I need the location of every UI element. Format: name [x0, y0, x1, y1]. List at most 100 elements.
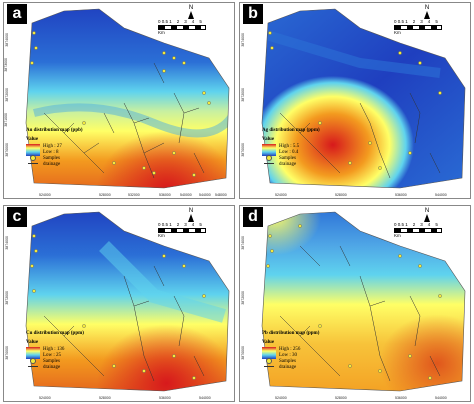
sample-points — [30, 234, 206, 380]
drainage-symbol-icon — [264, 163, 274, 165]
x-coordinate: 524000 — [39, 193, 51, 197]
legend-drainage: drainage — [279, 162, 297, 167]
color-ramp — [26, 144, 40, 156]
legend-value-label: Value — [26, 137, 39, 142]
legend-drainage: drainage — [279, 365, 297, 370]
scale-tick: 0 0.5 1 — [158, 19, 172, 24]
legend-high: High : 136 — [43, 347, 65, 352]
north-arrow: N — [424, 5, 430, 19]
panel-label: d — [243, 207, 263, 227]
scale-tick: 4 — [191, 222, 195, 227]
legend-drainage: drainage — [43, 365, 61, 370]
north-arrow-icon — [424, 11, 430, 19]
y-coordinate: 3872000 — [5, 88, 9, 102]
scale-tick: 4 — [427, 222, 431, 227]
x-coordinate: 536000 — [395, 193, 407, 197]
north-arrow: N — [188, 5, 194, 19]
north-arrow-icon — [188, 11, 194, 19]
scale-tick: 2 — [412, 19, 416, 24]
panel-label: a — [7, 4, 27, 24]
distribution-map-c — [25, 211, 230, 392]
y-coordinate: 3873000 — [4, 58, 8, 72]
legend-samples: Samples — [279, 359, 296, 364]
north-arrow-icon — [424, 214, 430, 222]
map-legend: Cu distribution map (ppm) Value High : 1… — [26, 331, 106, 371]
y-coordinate: 3870000 — [5, 143, 9, 157]
distribution-map-b — [261, 8, 466, 189]
north-label: N — [188, 208, 194, 214]
legend-title: Au distribution map (ppb) — [26, 128, 83, 133]
scale-tick: 3 — [420, 19, 423, 24]
scale-unit: Km — [158, 233, 165, 238]
color-ramp — [262, 144, 276, 156]
sample-symbol-icon — [266, 154, 272, 161]
sample-points — [30, 31, 211, 177]
scale-tick: 3 — [184, 222, 187, 227]
drainage-symbol-icon — [28, 366, 38, 368]
x-coordinate: 544000 — [435, 193, 447, 197]
scale-tick: 0 0.5 1 — [158, 222, 172, 227]
legend-value-label: Value — [26, 340, 39, 345]
legend-samples: Samples — [43, 156, 60, 161]
scale-unit: Km — [158, 30, 165, 35]
north-arrow-icon — [188, 214, 194, 222]
legend-title: Ag distribution map (ppm) — [262, 128, 320, 133]
panel-label: c — [7, 207, 27, 227]
scale-bar-graphic — [394, 228, 442, 233]
scale-tick: 5 — [199, 19, 202, 24]
scale-bar-graphic — [158, 228, 206, 233]
scale-tick: 2 — [176, 222, 180, 227]
x-coordinate: 524000 — [275, 193, 287, 197]
sample-points — [268, 31, 442, 170]
scale-tick: 2 — [412, 222, 416, 227]
north-label: N — [188, 5, 194, 11]
scale-tick: 0 0.5 1 — [394, 222, 408, 227]
x-coordinate: 544000 — [199, 193, 211, 197]
north-arrow: N — [424, 208, 430, 222]
map-legend: Ag distribution map (ppm) Value High : 5… — [262, 128, 342, 168]
drainage-lines — [43, 62, 205, 179]
drainage-lines — [43, 265, 205, 382]
legend-value-label: Value — [262, 340, 275, 345]
x-coordinate: 524000 — [275, 396, 287, 400]
y-coordinate: 3871000 — [4, 113, 8, 127]
y-coordinate: 3874000 — [241, 236, 245, 250]
panel-label: b — [243, 4, 263, 24]
sample-symbol-icon — [30, 357, 36, 364]
scale-unit: Km — [394, 233, 401, 238]
north-arrow: N — [188, 208, 194, 222]
y-coordinate: 3874000 — [5, 33, 9, 47]
sample-symbol-icon — [266, 357, 272, 364]
scale-tick: 3 — [420, 222, 423, 227]
scale-tick: 5 — [199, 222, 202, 227]
x-coordinate: 544000 — [435, 396, 447, 400]
distribution-map-a — [25, 8, 230, 189]
y-coordinate: 3870000 — [241, 346, 245, 360]
legend-high: High : 5.5 — [279, 144, 300, 149]
legend-drainage: drainage — [43, 162, 61, 167]
x-coordinate: 528000 — [335, 396, 347, 400]
legend-low: Low : 8 — [43, 150, 59, 155]
scale-tick: 4 — [427, 19, 431, 24]
scale-tick: 4 — [191, 19, 195, 24]
scale-unit: Km — [394, 30, 401, 35]
drainage-lines — [279, 92, 441, 179]
x-coordinate: 536000 — [159, 396, 171, 400]
legend-samples: Samples — [279, 156, 296, 161]
x-coordinate: 528000 — [335, 193, 347, 197]
y-coordinate: 3870000 — [5, 346, 9, 360]
y-coordinate: 3874000 — [241, 33, 245, 47]
y-coordinate: 3872000 — [241, 291, 245, 305]
legend-title: Pb distribution map (ppm) — [262, 331, 320, 336]
drainage-symbol-icon — [264, 366, 274, 368]
y-coordinate: 3870000 — [241, 143, 245, 157]
sample-symbol-icon — [30, 154, 36, 161]
sample-points — [266, 224, 442, 380]
